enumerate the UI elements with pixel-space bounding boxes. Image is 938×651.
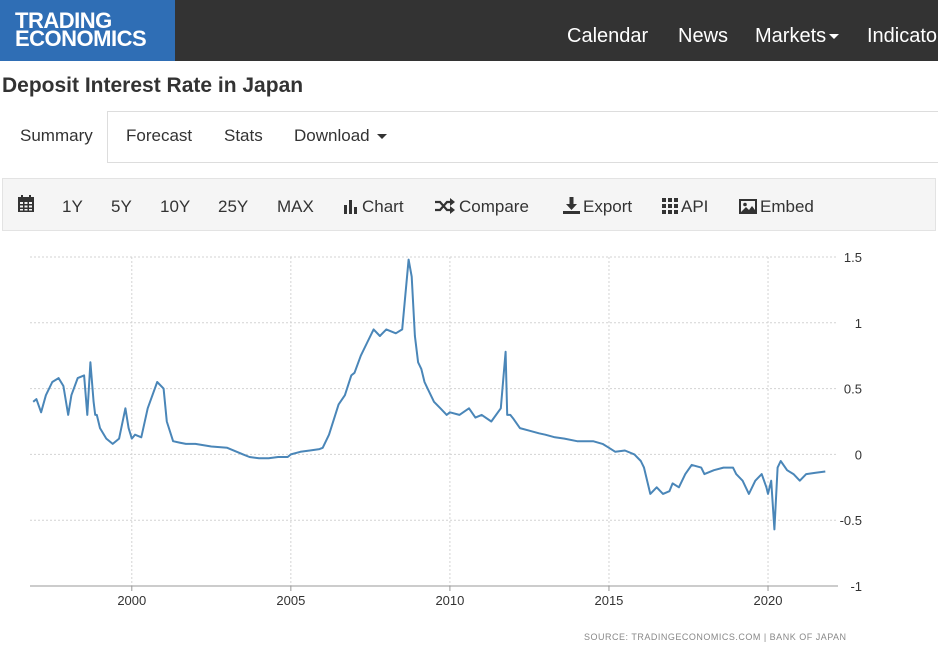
- logo-line-2: ECONOMICS: [15, 26, 147, 51]
- nav-markets-label: Markets: [755, 25, 827, 47]
- nav-calendar[interactable]: Calendar: [567, 25, 649, 47]
- y-tick-label: 0.5: [844, 382, 862, 397]
- compare-button[interactable]: Compare: [434, 197, 529, 217]
- series-line-deposit-rate: [32, 258, 826, 531]
- chart-button-label: Chart: [362, 197, 404, 216]
- x-tick-label: 2015: [594, 593, 623, 608]
- calendar-icon[interactable]: [18, 195, 37, 215]
- logo-line-1: TRADING: [15, 8, 112, 33]
- nav-indicators[interactable]: Indicato: [867, 25, 938, 47]
- shuffle-icon: [435, 198, 455, 214]
- tab-summary[interactable]: Summary: [20, 126, 93, 145]
- y-tick-label: -0.5: [840, 513, 862, 528]
- image-icon: [739, 199, 757, 214]
- y-tick-label: 1: [855, 316, 862, 331]
- range-10y-button[interactable]: 10Y: [160, 197, 191, 216]
- tab-download[interactable]: Download: [294, 126, 388, 146]
- x-tick-label: 2010: [435, 593, 464, 608]
- trading-economics-logo[interactable]: TRADING ECONOMICS: [0, 0, 175, 61]
- source-note: SOURCE: TRADINGECONOMICS.COM | BANK OF J…: [584, 632, 847, 642]
- chevron-down-icon: [377, 134, 388, 140]
- nav-markets[interactable]: Markets: [755, 25, 840, 48]
- bar-chart-icon: [344, 200, 357, 214]
- chevron-down-icon: [829, 34, 840, 40]
- embed-button-label: Embed: [760, 197, 814, 216]
- line-chart: 1.5 1 0.5 0 -0.5 -1 2000 2005 2010 2015 2020: [30, 250, 862, 608]
- top-navbar: TRADING ECONOMICS Calendar News Markets …: [0, 0, 938, 61]
- range-5y-button[interactable]: 5Y: [111, 197, 132, 216]
- page-title: Deposit Interest Rate in Japan: [2, 74, 304, 97]
- y-tick-label: 1.5: [844, 250, 862, 265]
- range-max-button[interactable]: MAX: [277, 197, 314, 216]
- nav-news[interactable]: News: [678, 25, 729, 47]
- tabs-divider: [108, 162, 938, 163]
- tab-forecast[interactable]: Forecast: [126, 126, 193, 145]
- divider: [0, 111, 938, 112]
- x-tick-label: 2005: [276, 593, 305, 608]
- x-tick-label: 2020: [754, 593, 783, 608]
- y-tick-label: -1: [850, 579, 862, 594]
- api-button[interactable]: API: [662, 197, 708, 217]
- export-button-label: Export: [583, 197, 633, 216]
- y-tick-label: 0: [855, 447, 862, 462]
- tab-stats[interactable]: Stats: [224, 126, 263, 145]
- range-1y-button[interactable]: 1Y: [62, 197, 83, 216]
- range-25y-button[interactable]: 25Y: [218, 197, 249, 216]
- tab-summary-box: [0, 111, 108, 163]
- chart-toolbar: 1Y 5Y 10Y 25Y MAX Chart Compare Export A…: [2, 178, 936, 231]
- grid-icon: [662, 198, 678, 214]
- x-tick-label: 2000: [117, 593, 146, 608]
- export-button[interactable]: Export: [563, 197, 632, 217]
- compare-button-label: Compare: [459, 197, 529, 216]
- download-icon: [563, 197, 580, 214]
- tab-download-label: Download: [294, 126, 370, 145]
- embed-button[interactable]: Embed: [739, 197, 814, 217]
- api-button-label: API: [681, 197, 709, 216]
- chart-button[interactable]: Chart: [343, 197, 404, 217]
